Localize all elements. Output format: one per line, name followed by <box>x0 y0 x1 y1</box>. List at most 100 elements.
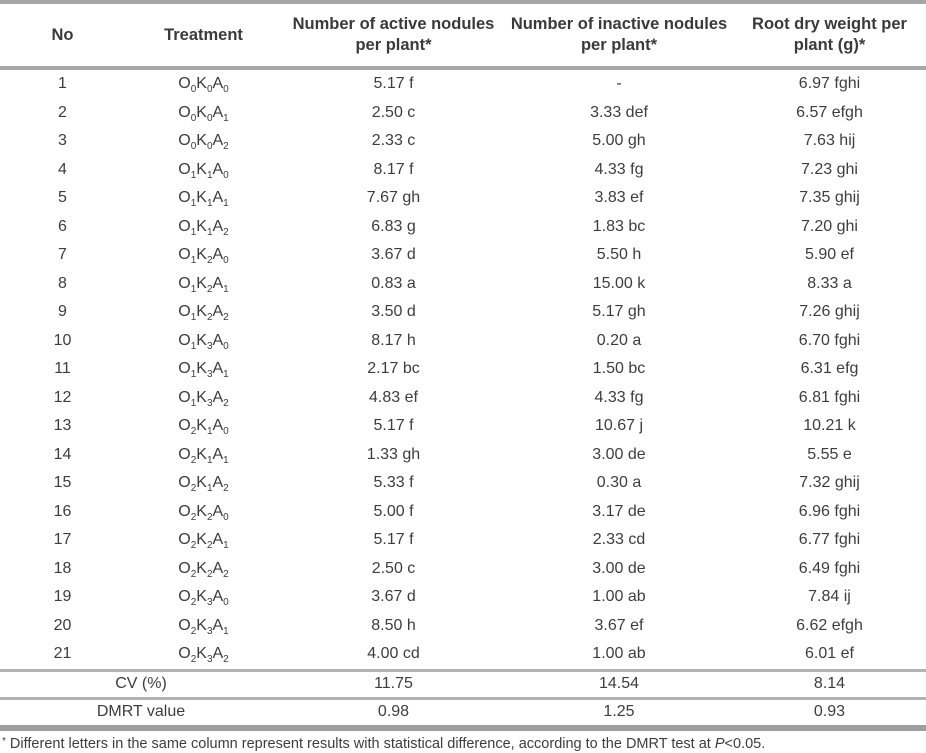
cv-inactive-value: 14.54 <box>505 670 733 698</box>
row-number-cell: 17 <box>0 526 125 555</box>
inactive-nodules-cell: 3.83 ef <box>505 184 733 213</box>
cv-active-value: 11.75 <box>282 670 505 698</box>
header-inactive-nodules: Number of inactive nodules per plant* <box>505 2 733 68</box>
root-dry-weight-cell: 6.96 fghi <box>733 498 926 527</box>
active-nodules-cell: 8.50 h <box>282 612 505 641</box>
active-nodules-cell: 8.17 h <box>282 327 505 356</box>
root-dry-weight-cell: 6.31 efg <box>733 355 926 384</box>
inactive-nodules-cell: 0.30 a <box>505 469 733 498</box>
active-nodules-cell: 5.00 f <box>282 498 505 527</box>
active-nodules-cell: 2.33 c <box>282 127 505 156</box>
dmrt-active-value: 0.98 <box>282 698 505 728</box>
dmrt-label: DMRT value <box>0 698 282 728</box>
row-number-cell: 14 <box>0 441 125 470</box>
dmrt-root-value: 0.93 <box>733 698 926 728</box>
active-nodules-cell: 1.33 gh <box>282 441 505 470</box>
treatment-cell: O2K3A2 <box>125 640 282 670</box>
row-number-cell: 11 <box>0 355 125 384</box>
active-nodules-cell: 5.17 f <box>282 68 505 99</box>
root-dry-weight-cell: 6.49 fghi <box>733 555 926 584</box>
root-dry-weight-cell: 7.32 ghij <box>733 469 926 498</box>
treatment-cell: O2K2A0 <box>125 498 282 527</box>
inactive-nodules-cell: 2.33 cd <box>505 526 733 555</box>
treatment-cell: O1K3A1 <box>125 355 282 384</box>
footnote-threshold: <0.05. <box>725 736 766 752</box>
treatment-cell: O1K1A2 <box>125 213 282 242</box>
treatment-cell: O2K2A1 <box>125 526 282 555</box>
inactive-nodules-cell: 1.50 bc <box>505 355 733 384</box>
inactive-nodules-cell: 1.00 ab <box>505 583 733 612</box>
treatment-cell: O1K3A2 <box>125 384 282 413</box>
active-nodules-cell: 0.83 a <box>282 270 505 299</box>
inactive-nodules-cell: 3.00 de <box>505 555 733 584</box>
treatment-cell: O1K2A1 <box>125 270 282 299</box>
cv-label: CV (%) <box>0 670 282 698</box>
root-dry-weight-cell: 5.55 e <box>733 441 926 470</box>
row-number-cell: 5 <box>0 184 125 213</box>
row-number-cell: 2 <box>0 99 125 128</box>
active-nodules-cell: 7.67 gh <box>282 184 505 213</box>
footnote-text: Different letters in the same column rep… <box>6 736 715 752</box>
active-nodules-cell: 2.50 c <box>282 99 505 128</box>
treatment-cell: O2K2A2 <box>125 555 282 584</box>
cv-row: CV (%) 11.75 14.54 8.14 <box>0 670 926 698</box>
inactive-nodules-cell: 4.33 fg <box>505 384 733 413</box>
inactive-nodules-cell: 3.17 de <box>505 498 733 527</box>
root-dry-weight-cell: 5.90 ef <box>733 241 926 270</box>
treatment-cell: O0K0A0 <box>125 68 282 99</box>
inactive-nodules-cell: - <box>505 68 733 99</box>
table-header: No Treatment Number of active nodules pe… <box>0 2 926 68</box>
inactive-nodules-cell: 3.67 ef <box>505 612 733 641</box>
active-nodules-cell: 3.67 d <box>282 241 505 270</box>
row-number-cell: 1 <box>0 68 125 99</box>
header-root-dry-weight: Root dry weight per plant (g)* <box>733 2 926 68</box>
treatment-cell: O1K2A0 <box>125 241 282 270</box>
inactive-nodules-cell: 3.33 def <box>505 99 733 128</box>
active-nodules-cell: 2.17 bc <box>282 355 505 384</box>
row-number-cell: 16 <box>0 498 125 527</box>
active-nodules-cell: 3.67 d <box>282 583 505 612</box>
inactive-nodules-cell: 5.50 h <box>505 241 733 270</box>
table-summary: CV (%) 11.75 14.54 8.14 DMRT value 0.98 … <box>0 670 926 728</box>
table-footnote: * Different letters in the same column r… <box>2 735 924 753</box>
root-dry-weight-cell: 6.81 fghi <box>733 384 926 413</box>
row-number-cell: 21 <box>0 640 125 670</box>
inactive-nodules-cell: 5.00 gh <box>505 127 733 156</box>
row-number-cell: 9 <box>0 298 125 327</box>
active-nodules-cell: 2.50 c <box>282 555 505 584</box>
treatment-cell: O2K1A0 <box>125 412 282 441</box>
cv-root-value: 8.14 <box>733 670 926 698</box>
treatment-cell: O1K1A0 <box>125 156 282 185</box>
inactive-nodules-cell: 3.00 de <box>505 441 733 470</box>
row-number-cell: 10 <box>0 327 125 356</box>
treatment-cell: O0K0A1 <box>125 99 282 128</box>
row-number-cell: 3 <box>0 127 125 156</box>
header-active-nodules: Number of active nodules per plant* <box>282 2 505 68</box>
root-dry-weight-cell: 6.77 fghi <box>733 526 926 555</box>
root-dry-weight-cell: 6.01 ef <box>733 640 926 670</box>
root-dry-weight-cell: 8.33 a <box>733 270 926 299</box>
inactive-nodules-cell: 10.67 j <box>505 412 733 441</box>
row-number-cell: 4 <box>0 156 125 185</box>
root-dry-weight-cell: 6.97 fghi <box>733 68 926 99</box>
active-nodules-cell: 5.17 f <box>282 412 505 441</box>
treatment-cell: O1K2A2 <box>125 298 282 327</box>
treatment-cell: O2K3A1 <box>125 612 282 641</box>
row-number-cell: 20 <box>0 612 125 641</box>
